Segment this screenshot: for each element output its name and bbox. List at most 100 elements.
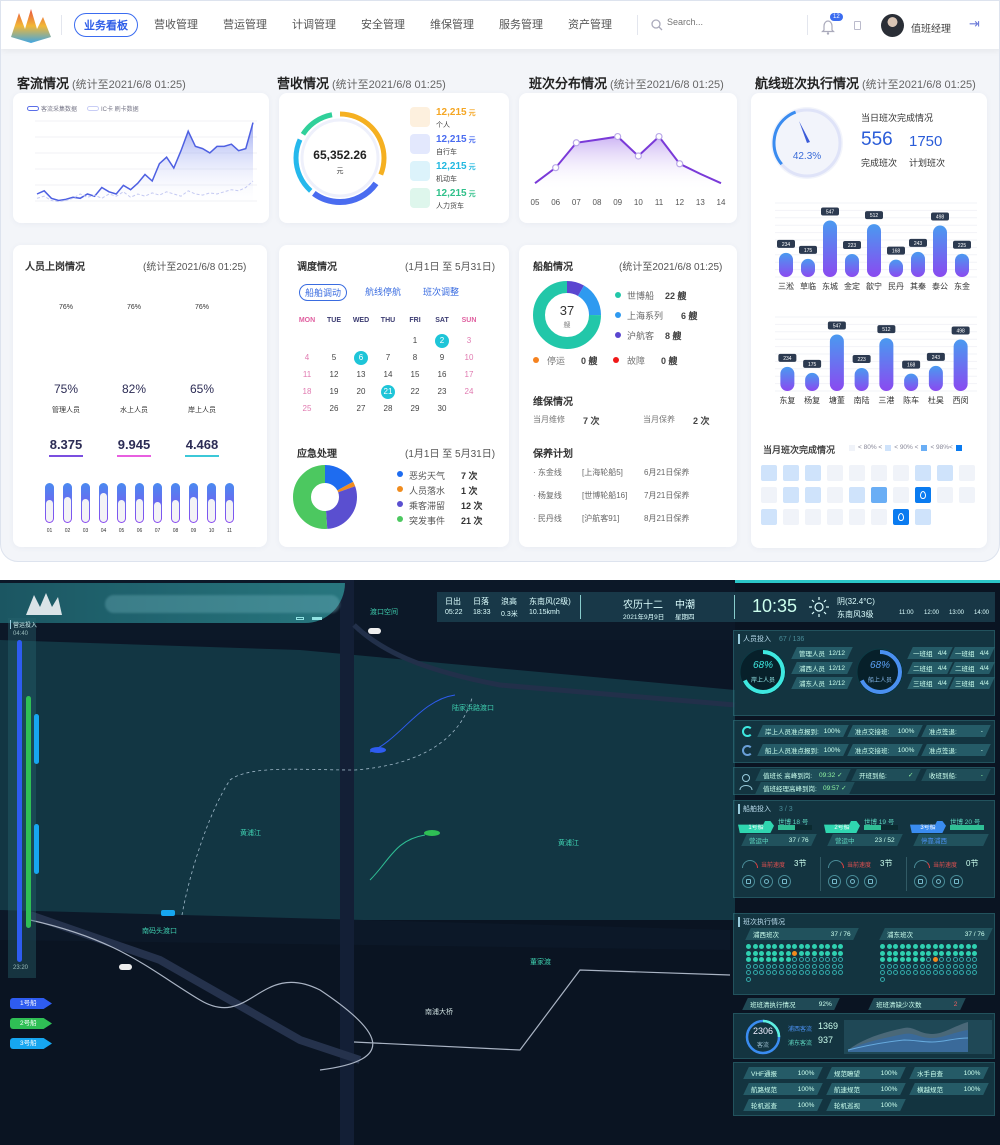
trip-dot[interactable] (893, 944, 899, 949)
trip-dot[interactable] (965, 950, 971, 956)
trip-dot[interactable] (959, 950, 965, 956)
heatmap-cell[interactable] (805, 465, 821, 481)
trip-dot[interactable] (759, 970, 765, 976)
search-input[interactable] (667, 17, 787, 27)
trip-dot[interactable] (752, 963, 758, 969)
trip-dot[interactable] (818, 950, 824, 956)
trip-dot[interactable] (880, 957, 885, 963)
calendar-day[interactable]: 21 (381, 385, 395, 399)
heatmap-cell[interactable] (827, 487, 843, 503)
trip-dot[interactable] (792, 963, 798, 969)
donut-slice[interactable] (293, 465, 357, 529)
trip-dot[interactable] (746, 977, 751, 982)
heatmap-cell[interactable] (871, 509, 887, 525)
trip-dot[interactable] (772, 950, 778, 956)
trip-dot[interactable] (765, 950, 771, 956)
trip-dot[interactable] (880, 977, 885, 982)
trip-dot[interactable] (785, 944, 791, 949)
trip-dot[interactable] (805, 963, 811, 969)
trip-dot[interactable] (972, 970, 978, 976)
trip-dot[interactable] (972, 950, 978, 956)
trip-dot[interactable] (919, 970, 925, 976)
ship-tag[interactable]: 3号船 (10, 1038, 52, 1049)
ship-1-marker[interactable] (370, 747, 386, 753)
ship-3-timeline-bar[interactable] (34, 824, 39, 874)
calendar-day[interactable]: 3 (466, 336, 472, 345)
calendar-day[interactable]: 28 (383, 404, 393, 413)
trip-dot[interactable] (946, 950, 951, 956)
trip-dot[interactable] (946, 970, 951, 976)
calendar-day[interactable]: 27 (356, 404, 366, 413)
trip-dot[interactable] (779, 944, 784, 949)
trip-dot[interactable] (812, 957, 817, 963)
trip-dot[interactable] (899, 963, 905, 969)
trip-dot[interactable] (812, 944, 817, 949)
trip-dot[interactable] (965, 963, 971, 969)
home-icon[interactable] (914, 875, 927, 888)
trip-dot[interactable] (959, 944, 965, 949)
trip-dot[interactable] (913, 970, 918, 976)
trip-dot[interactable] (792, 957, 798, 963)
heatmap-cell[interactable] (827, 465, 843, 481)
trip-dot[interactable] (838, 950, 844, 956)
heatmap-cell[interactable] (761, 465, 777, 481)
trip-dot[interactable] (785, 957, 791, 963)
trip-dot[interactable] (805, 957, 811, 963)
trip-dot[interactable] (946, 963, 951, 969)
trip-dot[interactable] (792, 970, 798, 976)
trip-dot[interactable] (965, 957, 971, 963)
dispatch-tab-2[interactable]: 班次调整 (423, 287, 460, 297)
calendar-day[interactable]: 18 (302, 387, 312, 396)
ship-badge[interactable]: 1号船 (738, 821, 774, 833)
home-icon[interactable] (742, 875, 755, 888)
gear-icon[interactable] (932, 875, 945, 888)
trip-dot[interactable] (838, 944, 844, 949)
trip-dot[interactable] (972, 944, 978, 949)
trip-dot[interactable] (805, 944, 811, 949)
calendar-day[interactable]: 9 (439, 353, 445, 362)
heatmap-cell[interactable] (761, 509, 777, 525)
trip-dot[interactable] (759, 944, 765, 949)
trip-dot[interactable] (913, 963, 918, 969)
calendar-day[interactable]: 17 (464, 370, 474, 379)
trip-dot[interactable] (805, 950, 811, 956)
trip-dot[interactable] (939, 963, 945, 969)
ship-tag[interactable]: 2号船 (10, 1018, 52, 1029)
calendar-day[interactable]: 16 (437, 370, 447, 379)
page-dot[interactable] (296, 617, 304, 620)
donut-slice[interactable] (293, 465, 357, 529)
map[interactable] (0, 580, 1000, 1145)
heatmap-cell[interactable] (937, 465, 953, 481)
calendar-day[interactable]: 13 (356, 370, 366, 379)
trip-dot[interactable] (831, 963, 837, 969)
trip-dot[interactable] (952, 963, 958, 969)
heatmap-cell[interactable] (849, 465, 865, 481)
trip-dot[interactable] (926, 963, 932, 969)
trip-dot[interactable] (886, 944, 892, 949)
nav-tab-5[interactable]: 维保管理 (430, 19, 474, 31)
trip-dot[interactable] (932, 970, 938, 976)
home-icon[interactable] (828, 875, 841, 888)
nav-tab-3[interactable]: 计调管理 (292, 19, 336, 31)
trip-dot[interactable] (772, 944, 778, 949)
calendar-day[interactable]: 23 (437, 387, 447, 396)
heatmap-cell[interactable] (849, 509, 865, 525)
trip-dot[interactable] (805, 970, 811, 976)
trip-dot[interactable] (765, 944, 771, 949)
trip-dot[interactable] (899, 950, 905, 956)
trip-dot[interactable] (899, 944, 905, 949)
trip-dot[interactable] (939, 970, 945, 976)
trip-dot[interactable] (752, 950, 758, 956)
trip-dot[interactable] (906, 957, 912, 963)
trip-dot[interactable] (779, 963, 784, 969)
trip-dot[interactable] (746, 950, 751, 956)
calendar-day[interactable]: 6 (354, 351, 368, 365)
logout-icon[interactable]: ⇥ (969, 16, 980, 31)
trip-dot[interactable] (772, 970, 778, 976)
heatmap-cell[interactable] (783, 509, 799, 525)
heatmap-cell[interactable] (937, 487, 953, 503)
trip-dot[interactable] (792, 950, 798, 956)
trip-dot[interactable] (893, 957, 899, 963)
trip-dot[interactable] (746, 970, 751, 976)
gear-icon[interactable] (760, 875, 773, 888)
